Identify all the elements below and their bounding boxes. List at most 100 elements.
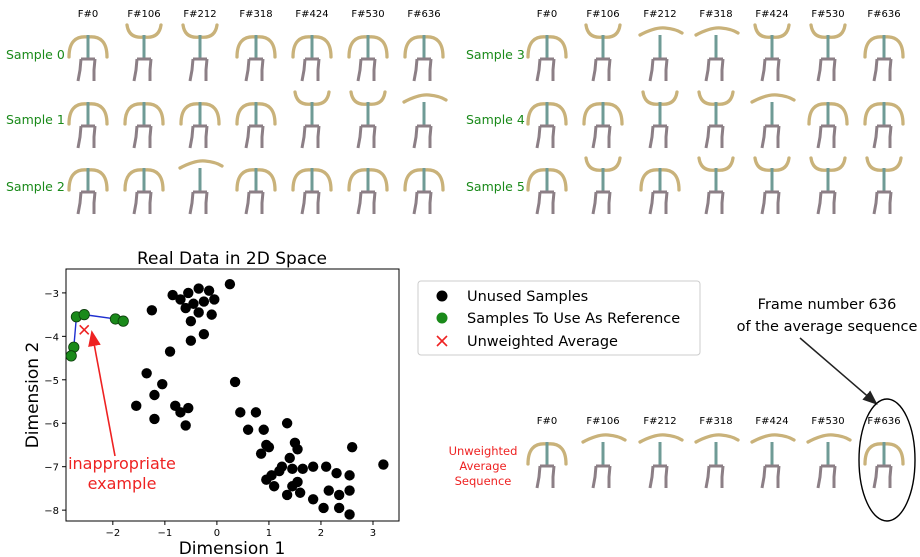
unused-sample-point (188, 298, 199, 309)
unused-sample-point (203, 285, 215, 296)
legend-marker-reference (436, 312, 448, 324)
unused-sample-point (193, 283, 204, 294)
unused-sample-point (183, 287, 194, 299)
annotation-arrow (88, 330, 116, 457)
skeleton-figure (403, 168, 445, 215)
unused-sample-point (175, 294, 186, 305)
skeleton-grid-left: F#0 F#106 F#212 F#318 F#424 F#530 F#636 … (6, 9, 448, 215)
frame-header-right: F#0 F#106 F#212 F#318 F#424 F#530 F#636 (537, 9, 901, 20)
data-points (65, 279, 389, 520)
unused-sample-point (297, 463, 308, 475)
sample-label-1: Sample 1 (6, 112, 65, 127)
y-tick-label: −3 (44, 289, 59, 300)
sample-label-4: Sample 4 (466, 112, 525, 127)
x-tick-label: 0 (214, 528, 220, 539)
skeleton-figure (349, 90, 387, 149)
skeleton-figure (694, 433, 740, 489)
frame-label: F#318 (699, 9, 732, 20)
y-tick-label: −6 (44, 419, 59, 430)
scatter-chart: Real Data in 2D Space −2 −1 0 1 2 3 −3−4−5−6−… (23, 249, 400, 557)
x-tick-label: 2 (318, 528, 324, 539)
skeleton-figure (863, 35, 905, 82)
unused-sample-point (180, 302, 191, 314)
callout-line-2: of the average sequence (737, 319, 918, 335)
frame-label: F#530 (811, 416, 844, 427)
frame-label: F#424 (295, 9, 328, 20)
unused-sample-point (149, 389, 160, 401)
y-axis-ticks: −3 −4 −5 −6 −7 −8 (44, 289, 66, 517)
unused-sample-point (149, 413, 160, 425)
skeleton-figure (347, 168, 389, 215)
skeleton-figure (235, 102, 277, 149)
legend-box (417, 280, 701, 356)
unused-sample-point (175, 407, 186, 418)
unused-sample-point (164, 346, 176, 357)
skeleton-grid-right: F#0 F#106 F#212 F#318 F#424 F#530 F#636 … (466, 9, 905, 215)
unused-sample-point (344, 485, 355, 496)
frame-label: F#636 (867, 416, 900, 427)
skeleton-figure (403, 35, 445, 82)
skeleton-figure (750, 93, 796, 149)
legend-label-unused: Unused Samples (467, 289, 588, 305)
unused-sample-point (198, 328, 210, 340)
skeleton-figure (863, 442, 905, 489)
frame-label: F#212 (643, 9, 676, 20)
skeleton-figure (235, 168, 277, 215)
skeleton-figure (526, 102, 568, 149)
unused-sample-point (333, 502, 345, 514)
unused-sample-point (185, 315, 197, 327)
skeleton-figure (584, 23, 622, 82)
skeleton-figure (181, 23, 219, 82)
unused-sample-point (281, 489, 293, 501)
avg-label-line-1: Unweighted (449, 444, 518, 458)
unused-sample-point (224, 279, 236, 290)
y-axis-label: Dimension 2 (23, 342, 43, 449)
unused-sample-point (167, 289, 178, 301)
frame-label: F#106 (586, 9, 619, 20)
unused-sample-point (198, 296, 210, 307)
callout-line-1: Frame number 636 (758, 297, 897, 313)
skeleton-figure (347, 35, 389, 82)
callout-arrow (799, 337, 878, 405)
skeleton-figure (806, 433, 852, 489)
sample-label-2: Sample 2 (6, 179, 65, 194)
unused-sample-point (344, 470, 355, 481)
skeleton-figure (809, 156, 847, 215)
unused-sample-point (320, 461, 332, 472)
unused-sample-point (183, 402, 194, 414)
annotation-line-1: inappropriate (68, 454, 176, 473)
skeleton-figures-right (526, 23, 905, 215)
unused-sample-point (292, 444, 303, 455)
reference-sample-point (78, 309, 90, 321)
frame-label: F#212 (183, 9, 216, 20)
frame-label: F#318 (699, 416, 732, 427)
average-point (79, 324, 90, 335)
frame-header-average: F#0 F#106 F#212 F#318 F#424 F#530 F#636 (537, 416, 901, 427)
average-sequence: F#0 F#106 F#212 F#318 F#424 F#530 F#636 … (449, 416, 905, 489)
reference-sample-point (117, 315, 129, 327)
skeleton-figure (293, 90, 331, 149)
skeleton-figure (123, 168, 165, 215)
unused-sample-point (307, 494, 319, 505)
unused-sample-point (346, 441, 358, 453)
unused-sample-point (185, 335, 197, 346)
frame-label: F#212 (643, 416, 676, 427)
unused-sample-point (229, 376, 241, 388)
skeleton-figure (694, 26, 740, 82)
legend-label-reference: Samples To Use As Reference (467, 311, 680, 327)
skeleton-figure (526, 168, 568, 215)
unused-sample-point (131, 400, 142, 412)
skeleton-figure (639, 168, 681, 215)
skeleton-figure (581, 433, 627, 489)
frame-label: F#636 (407, 9, 440, 20)
unused-sample-point (235, 407, 246, 418)
skeleton-figure (179, 102, 221, 149)
x-axis-ticks: −2 −1 0 1 2 3 (105, 521, 376, 539)
skeleton-figures-left (67, 23, 448, 215)
skeleton-figure (750, 433, 796, 489)
skeleton-figure (67, 168, 109, 215)
skeleton-figure (865, 156, 903, 215)
skeleton-figure (526, 442, 568, 489)
skeleton-figure (697, 90, 735, 149)
unused-sample-point (292, 476, 303, 488)
